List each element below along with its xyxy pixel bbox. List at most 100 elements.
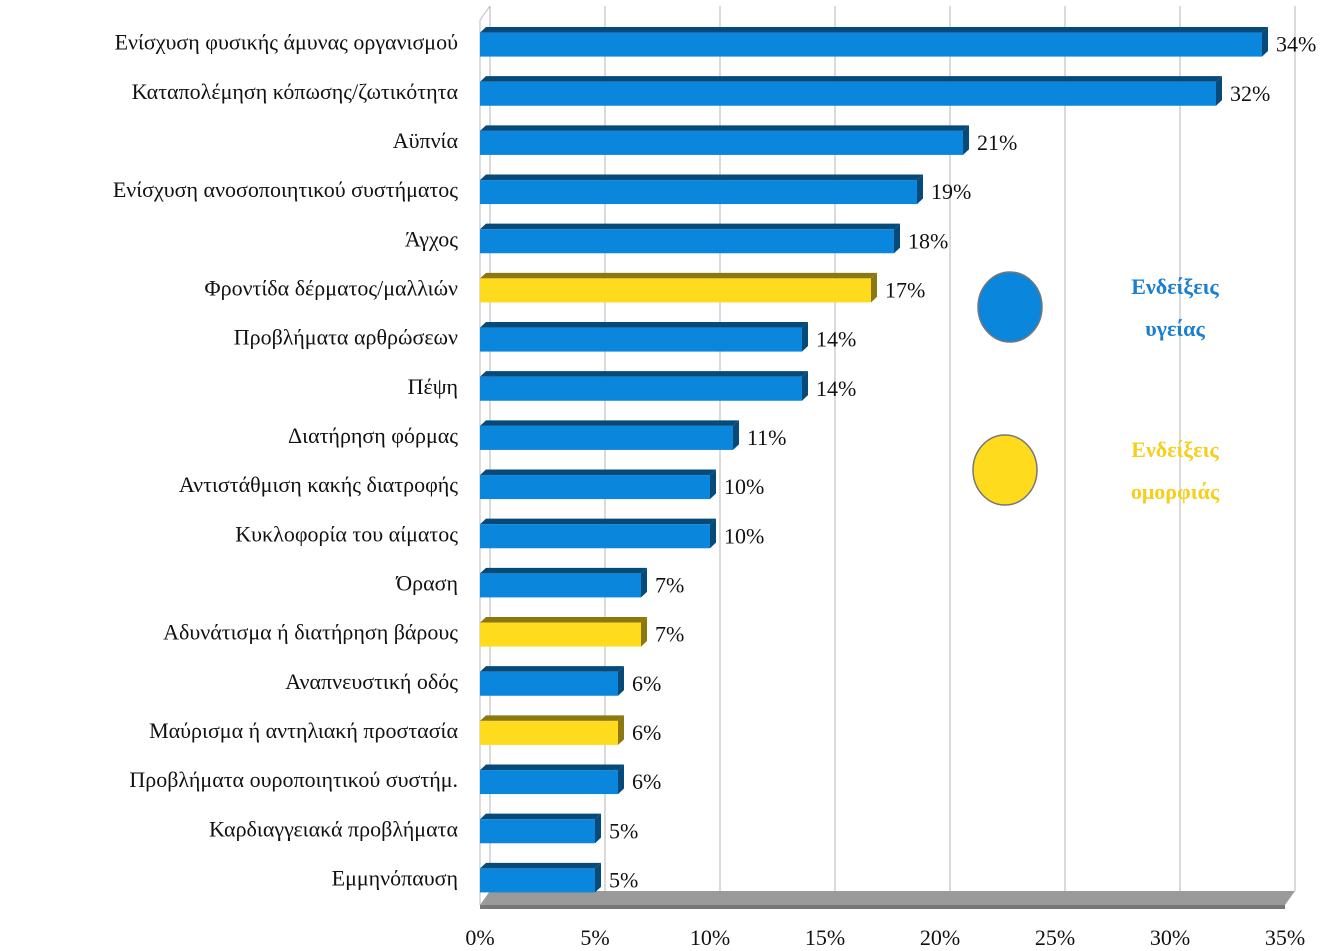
legend-label: ομορφιάς <box>1131 479 1220 504</box>
value-label: 10% <box>724 474 764 499</box>
bar-top <box>480 715 624 721</box>
bar-side <box>595 813 601 844</box>
legend-label: υγείας <box>1145 316 1205 341</box>
value-label: 17% <box>885 277 925 302</box>
x-tick-label: 15% <box>805 925 845 950</box>
value-label: 14% <box>816 327 856 352</box>
bar <box>480 180 917 205</box>
bar-top <box>480 174 923 181</box>
category-label: Καρδιαγγειακά προβλήματα <box>209 816 458 841</box>
bar-top <box>480 862 601 869</box>
bar-top <box>480 76 1222 82</box>
value-label: 6% <box>632 769 661 794</box>
bar-top <box>480 469 716 476</box>
bar-top <box>480 223 900 230</box>
bar-side <box>733 420 739 450</box>
bar-top <box>480 26 1268 33</box>
bar <box>480 720 618 745</box>
bar-top <box>480 616 647 623</box>
bar-side <box>595 862 601 893</box>
category-label: Πέψη <box>408 374 458 399</box>
bar-side <box>871 272 877 303</box>
x-tick-label: 25% <box>1035 925 1075 950</box>
value-label: 6% <box>632 671 661 696</box>
bar-top <box>480 567 647 574</box>
value-label: 10% <box>724 523 764 548</box>
category-label: Αντιστάθμιση κακής διατροφής <box>179 472 458 497</box>
bar-side <box>710 518 716 549</box>
bar-side <box>618 764 624 795</box>
bar <box>480 770 618 795</box>
bar <box>480 475 710 500</box>
bar-side <box>894 223 900 254</box>
bar-top <box>480 666 624 672</box>
x-tick-label: 20% <box>920 925 960 950</box>
bar-side <box>641 616 647 647</box>
bar-side <box>963 125 969 155</box>
bar <box>480 327 802 352</box>
bar <box>480 425 733 450</box>
legend-marker <box>977 271 1043 343</box>
bar-top <box>480 813 601 820</box>
value-label: 18% <box>908 228 948 253</box>
category-label: Άγχος <box>405 226 458 251</box>
bar-top <box>480 764 624 771</box>
category-label: Κυκλοφορία του αίματος <box>235 521 458 546</box>
value-label: 34% <box>1276 32 1316 57</box>
bar-side <box>710 469 716 500</box>
bar-top <box>480 272 877 279</box>
legend-marker <box>972 434 1038 506</box>
category-label: Καταπολέμηση κόπωσης/ζωτικότητα <box>132 79 459 104</box>
bar-top <box>480 371 808 377</box>
back-wall-edge <box>479 5 491 905</box>
value-label: 6% <box>632 720 661 745</box>
category-label: Όραση <box>395 570 458 595</box>
bar-side <box>1216 76 1222 106</box>
category-label: Προβλήματα αρθρώσεων <box>234 325 458 350</box>
category-label: Αναπνευστική οδός <box>285 669 458 694</box>
bar-side <box>917 174 923 205</box>
x-tick-label: 35% <box>1265 925 1305 950</box>
bar <box>480 229 894 254</box>
bar-side <box>1262 26 1268 57</box>
bar <box>480 622 641 647</box>
category-label: Ενίσχυση ανοσοποιητικού συστήματος <box>113 177 458 202</box>
bar-top <box>480 518 716 525</box>
bar <box>480 130 963 155</box>
floor-front <box>480 905 1285 909</box>
bar-top <box>480 321 808 328</box>
value-label: 19% <box>931 179 971 204</box>
category-label: Προβλήματα ουροποιητικού συστήμ. <box>129 767 458 792</box>
category-label: Μαύρισμα ή αντηλιακή προστασία <box>149 718 458 743</box>
value-label: 7% <box>655 622 684 647</box>
category-label: Φροντίδα δέρματος/μαλλιών <box>205 275 459 300</box>
bar-side <box>618 715 624 745</box>
value-label: 7% <box>655 572 684 597</box>
category-label: Αϋπνία <box>393 128 459 153</box>
x-tick-label: 5% <box>580 925 609 950</box>
value-label: 21% <box>977 130 1017 155</box>
bar-side <box>618 666 624 696</box>
legend-label: Ενδείξεις <box>1131 437 1219 462</box>
bar-side <box>641 567 647 598</box>
bar <box>480 819 595 844</box>
bar <box>480 573 641 598</box>
x-tick-label: 30% <box>1150 925 1190 950</box>
x-tick-label: 0% <box>465 925 494 950</box>
bar <box>480 671 618 696</box>
bar-side <box>802 321 808 352</box>
value-label: 5% <box>609 867 638 892</box>
value-label: 11% <box>747 425 787 450</box>
value-label: 32% <box>1230 81 1270 106</box>
bar <box>480 868 595 893</box>
bar <box>480 376 802 401</box>
value-label: 14% <box>816 376 856 401</box>
floor <box>480 891 1295 905</box>
category-label: Ενίσχυση φυσικής άμυνας οργανισμού <box>115 30 459 55</box>
bar <box>480 278 871 303</box>
bar-top <box>480 420 739 426</box>
legend-label: Ενδείξεις <box>1131 274 1219 299</box>
bar-side <box>802 371 808 401</box>
x-tick-label: 10% <box>690 925 730 950</box>
